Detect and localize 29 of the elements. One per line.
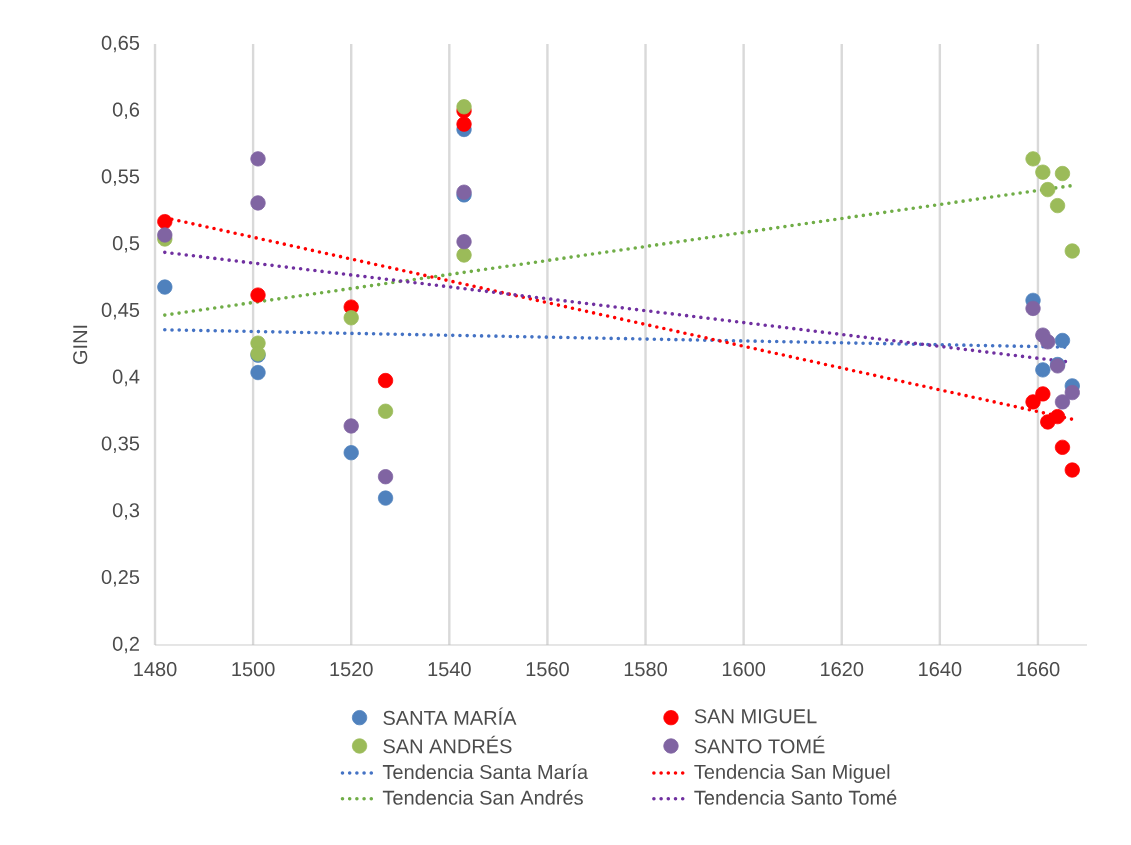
x-tick-label: 1560 — [526, 662, 569, 677]
legend-label: Tendencia San Andrés — [382, 789, 583, 805]
x-tick-label: 1600 — [722, 662, 766, 677]
legend-label: SANTO TOMÉ — [694, 735, 825, 754]
x-tick-label: 1480 — [134, 662, 177, 677]
legend-label: SAN ANDRÉS — [383, 735, 512, 754]
legend-label: SAN MIGUEL — [694, 709, 817, 724]
y-tick-label: 0,35 — [101, 436, 140, 453]
legend-label: Tendencia Santo Tomé — [694, 789, 897, 805]
legend-label: Tendencia Santa María — [382, 764, 589, 780]
x-tick-label: 1620 — [821, 662, 864, 677]
y-tick-label: 0,65 — [101, 35, 140, 53]
y-tick-label: 0,45 — [101, 302, 140, 320]
legend-label: Tendencia San Miguel — [694, 764, 890, 783]
y-axis-title: GINI — [73, 325, 88, 365]
y-tick-label: 0,4 — [112, 369, 140, 387]
y-tick-label: 0,2 — [112, 636, 139, 654]
y-tick-label: 0,5 — [112, 236, 140, 253]
y-tick-label: 0,3 — [112, 503, 140, 520]
x-tick-label: 1540 — [428, 662, 471, 677]
y-tick-label: 0,6 — [112, 102, 140, 120]
x-tick-label: 1580 — [624, 662, 667, 677]
y-tick-label: 0,55 — [101, 169, 140, 186]
y-tick-label: 0,25 — [101, 569, 140, 587]
x-tick-label: 1520 — [330, 662, 373, 677]
x-tick-label: 1660 — [1017, 662, 1060, 677]
x-tick-label: 1500 — [232, 662, 275, 677]
x-tick-label: 1640 — [919, 662, 962, 677]
legend-label: SANTA MARÍA — [383, 707, 517, 726]
